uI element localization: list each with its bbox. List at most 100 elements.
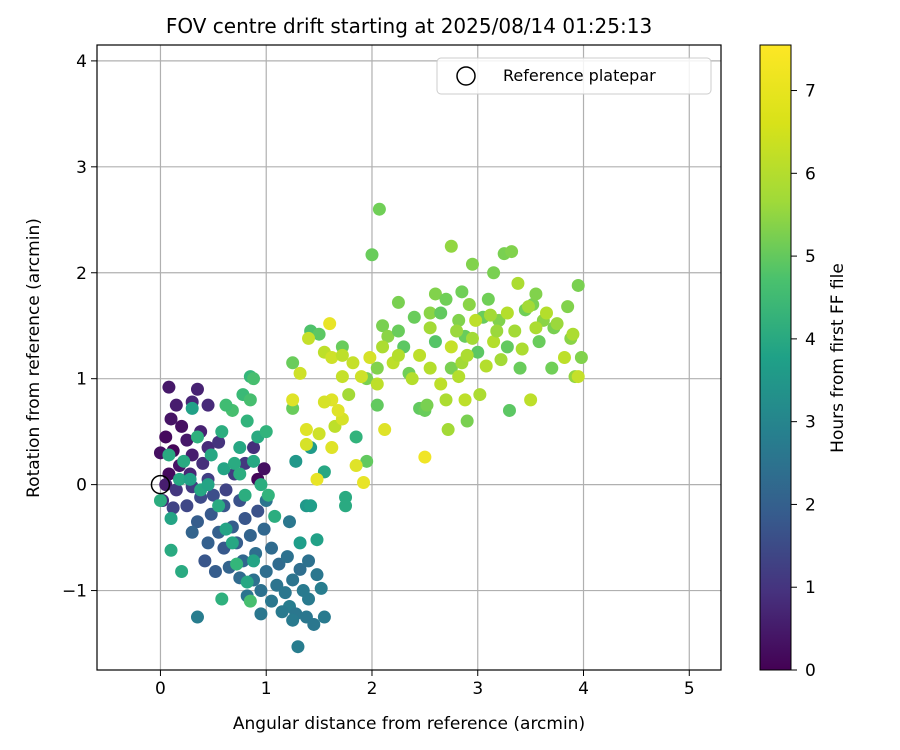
data-point — [473, 388, 487, 402]
data-point — [164, 543, 178, 557]
data-point — [299, 437, 313, 451]
y-axis-ticks: −1 0 1 2 3 4 — [62, 52, 97, 602]
data-point — [190, 430, 204, 444]
x-tick-label: 5 — [684, 679, 695, 699]
data-point — [286, 573, 300, 587]
data-point — [405, 372, 419, 386]
data-point — [272, 557, 286, 571]
colorbar — [759, 44, 792, 671]
data-point — [391, 295, 405, 309]
data-point — [243, 528, 257, 542]
data-point — [349, 459, 363, 473]
data-point — [201, 478, 215, 492]
data-point — [286, 356, 300, 370]
data-point — [363, 351, 377, 364]
data-point — [557, 351, 571, 364]
legend: Reference platepar — [436, 57, 712, 95]
data-point — [162, 448, 176, 462]
data-point — [280, 550, 294, 564]
data-point — [357, 476, 371, 489]
data-point — [360, 454, 374, 468]
data-point — [325, 351, 339, 364]
legend-marker — [456, 66, 476, 86]
data-point — [378, 423, 392, 437]
data-point — [469, 313, 483, 327]
data-point — [413, 348, 427, 362]
data-point — [247, 454, 261, 468]
data-point — [230, 557, 244, 571]
colorbar-tick-label: 4 — [805, 330, 816, 350]
data-point — [483, 308, 497, 322]
data-point — [335, 348, 349, 362]
data-point — [243, 393, 257, 407]
data-point — [502, 403, 516, 417]
data-point — [550, 317, 564, 331]
data-point — [434, 306, 448, 320]
data-point — [212, 499, 226, 513]
data-point — [465, 331, 479, 345]
data-point — [471, 345, 485, 359]
data-point — [175, 564, 189, 578]
data-point — [391, 324, 405, 338]
data-point — [452, 370, 466, 384]
data-point — [423, 321, 437, 335]
data-point — [219, 522, 233, 536]
data-point — [259, 564, 273, 578]
data-point — [215, 425, 229, 439]
data-point — [455, 285, 469, 299]
data-point — [206, 488, 220, 502]
data-point — [164, 412, 178, 426]
data-point — [508, 324, 522, 338]
legend-box — [436, 57, 712, 95]
colorbar-tick-label: 7 — [805, 82, 816, 102]
data-point — [370, 361, 384, 375]
data-point — [450, 324, 464, 338]
data-point — [500, 340, 514, 354]
data-point — [302, 554, 316, 568]
data-point — [381, 329, 395, 343]
data-point — [522, 300, 536, 314]
grid-lines — [97, 45, 721, 670]
data-point — [293, 536, 307, 550]
data-point — [571, 370, 585, 384]
x-tick-label: 3 — [472, 679, 483, 699]
data-point — [376, 319, 390, 333]
colorbar-tick-label: 1 — [805, 578, 816, 598]
data-point — [490, 324, 504, 338]
y-axis-label: Rotation from reference (arcmin) — [24, 218, 44, 498]
colorbar-tick-label: 0 — [805, 661, 816, 681]
data-point — [254, 584, 268, 598]
data-point — [370, 377, 384, 391]
data-point — [439, 292, 453, 306]
y-tick-label: −1 — [62, 582, 87, 602]
data-point — [185, 525, 199, 539]
data-point — [233, 467, 247, 481]
data-point — [251, 504, 265, 518]
data-point — [204, 507, 218, 521]
data-point — [335, 370, 349, 384]
data-point — [293, 366, 307, 380]
y-tick-label: 0 — [76, 476, 87, 496]
data-point — [217, 462, 231, 476]
data-point — [331, 403, 345, 417]
data-point — [481, 292, 495, 306]
data-point — [175, 419, 189, 433]
data-point — [190, 610, 204, 624]
legend-entry-label: Reference platepar — [503, 66, 656, 85]
data-point — [159, 430, 173, 444]
data-point — [153, 494, 167, 508]
data-point — [291, 640, 305, 654]
reference-point — [150, 474, 171, 495]
data-point — [513, 361, 527, 375]
data-point — [268, 509, 282, 523]
colorbar-tick-label: 6 — [805, 164, 816, 184]
data-point — [465, 257, 479, 271]
data-point — [372, 202, 386, 216]
data-point — [391, 348, 405, 362]
data-point — [282, 515, 296, 529]
data-point — [317, 395, 331, 409]
data-point — [460, 348, 474, 362]
data-point — [310, 533, 324, 547]
reference-marker — [150, 474, 171, 495]
